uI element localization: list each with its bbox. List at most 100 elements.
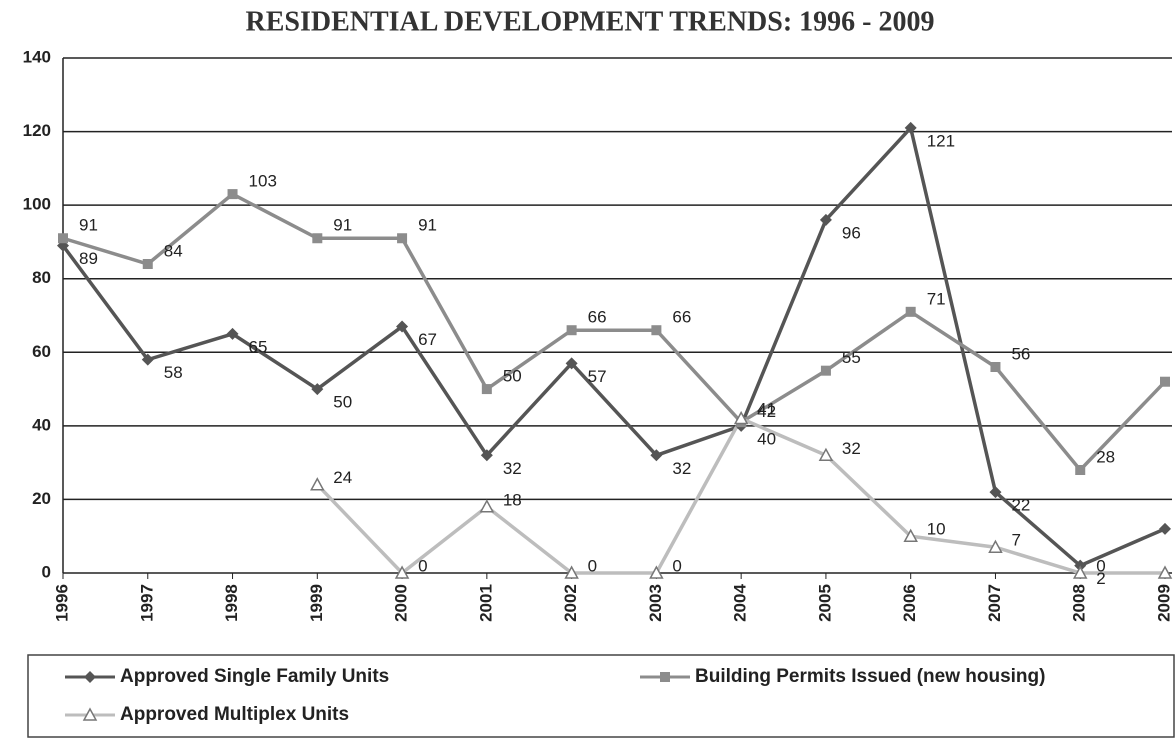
- y-tick-label: 20: [32, 489, 51, 508]
- data-label: 32: [503, 459, 522, 478]
- data-label: 103: [249, 172, 277, 191]
- data-label: 65: [249, 337, 268, 356]
- data-label: 57: [588, 367, 607, 386]
- marker: [227, 189, 238, 200]
- data-label: 50: [503, 367, 522, 386]
- marker: [142, 259, 153, 269]
- marker: [394, 565, 410, 579]
- x-tick-label: 2009: [1154, 584, 1173, 622]
- marker: [1159, 522, 1171, 535]
- marker: [1157, 565, 1173, 579]
- marker: [651, 325, 662, 336]
- data-label: 40: [757, 429, 776, 448]
- data-label: 71: [927, 289, 946, 308]
- data-label: 91: [418, 216, 437, 235]
- y-tick-label: 120: [23, 121, 51, 140]
- legend-marker: [82, 707, 98, 721]
- marker: [397, 233, 408, 244]
- marker: [310, 477, 325, 491]
- marker: [649, 565, 664, 579]
- marker: [311, 383, 324, 396]
- marker: [904, 121, 917, 134]
- marker: [396, 320, 409, 333]
- data-label: 10: [927, 520, 946, 539]
- marker: [988, 539, 1003, 553]
- data-label: 84: [164, 241, 183, 260]
- marker: [480, 449, 493, 462]
- x-tick-label: 2006: [900, 584, 919, 622]
- marker: [226, 327, 239, 340]
- marker: [1160, 376, 1170, 387]
- legend-label: Approved Multiplex Units: [120, 704, 349, 725]
- data-label: 121: [927, 131, 955, 150]
- marker: [564, 565, 579, 579]
- x-tick-label: 2005: [815, 584, 834, 622]
- marker: [58, 233, 68, 244]
- data-label: 0: [588, 556, 597, 575]
- y-tick-label: 0: [42, 562, 51, 581]
- legend-box: [27, 654, 1175, 738]
- legend-marker: [660, 672, 670, 682]
- marker: [818, 447, 834, 462]
- series-line: [62, 192, 1167, 473]
- marker: [312, 233, 323, 244]
- data-label: 67: [418, 330, 437, 349]
- marker: [990, 362, 1001, 372]
- marker: [565, 357, 578, 370]
- marker: [141, 353, 154, 366]
- x-tick-label: 2007: [985, 584, 1004, 622]
- x-tick-label: 1996: [52, 584, 71, 622]
- x-tick-label: 1999: [307, 584, 326, 622]
- data-label: 56: [1011, 344, 1030, 363]
- legend-marker: [84, 671, 96, 683]
- data-label: 50: [333, 393, 352, 412]
- legend-label: Building Permits Issued (new housing): [695, 666, 1045, 687]
- data-label: 42: [757, 402, 776, 421]
- data-label: 55: [842, 348, 861, 367]
- data-label: 66: [588, 308, 607, 327]
- marker: [903, 528, 918, 542]
- data-label: 66: [672, 308, 691, 327]
- data-label: 91: [79, 216, 98, 235]
- x-tick-label: 2002: [561, 584, 580, 622]
- x-tick-label: 2004: [731, 584, 750, 622]
- data-label: 41: [757, 400, 776, 419]
- data-label: 2: [1096, 569, 1105, 588]
- y-tick-label: 100: [23, 195, 51, 214]
- x-tick-label: 1998: [222, 584, 241, 622]
- legend-label: Approved Single Family Units: [120, 666, 389, 687]
- marker: [820, 365, 831, 376]
- y-tick-label: 140: [23, 47, 51, 66]
- data-label: 58: [164, 363, 183, 382]
- x-tick-label: 2003: [646, 584, 665, 622]
- marker: [1072, 565, 1088, 579]
- marker: [650, 449, 663, 462]
- chart-title: RESIDENTIAL DEVELOPMENT TRENDS: 1996 - 2…: [246, 6, 935, 37]
- x-tick-label: 2008: [1070, 584, 1089, 622]
- series-line: [61, 124, 1166, 568]
- series-line: [316, 416, 1165, 576]
- x-tick-label: 2001: [476, 584, 495, 622]
- marker: [566, 325, 577, 336]
- data-label: 28: [1096, 447, 1115, 466]
- marker: [905, 306, 916, 317]
- marker: [479, 499, 495, 513]
- marker: [481, 384, 492, 395]
- y-tick-label: 40: [32, 415, 51, 434]
- data-label: 22: [1011, 496, 1030, 515]
- x-tick-label: 1997: [137, 584, 156, 622]
- data-label: 0: [672, 556, 681, 575]
- marker: [989, 486, 1002, 499]
- data-label: 96: [842, 223, 861, 242]
- marker: [1075, 465, 1086, 475]
- data-label: 18: [503, 490, 522, 509]
- marker: [733, 410, 749, 425]
- data-label: 24: [333, 468, 352, 487]
- y-tick-label: 60: [32, 342, 51, 361]
- data-label: 91: [333, 216, 352, 235]
- data-label: 89: [79, 249, 98, 268]
- marker: [819, 213, 832, 226]
- y-tick-label: 80: [32, 268, 51, 287]
- x-tick-label: 2000: [392, 584, 411, 622]
